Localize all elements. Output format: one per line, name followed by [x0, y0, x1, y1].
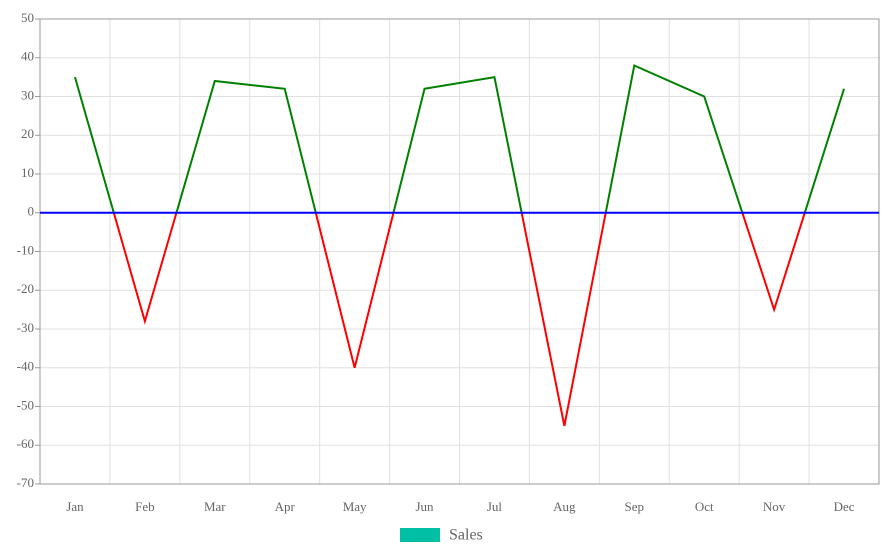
x-tick-label: Sep [625, 499, 645, 514]
x-tick-label: Mar [204, 499, 226, 514]
y-tick-label: 0 [28, 204, 35, 219]
y-tick-label: -20 [17, 281, 34, 296]
series-line [73, 64, 845, 427]
x-tick-label: May [343, 499, 367, 514]
y-tick-label: 40 [21, 49, 34, 64]
y-tick-label: -50 [17, 397, 34, 412]
y-tick-label: -40 [17, 359, 34, 374]
legend-label: Sales [449, 527, 483, 544]
y-tick-label: -10 [17, 242, 34, 257]
y-tick-label: 30 [21, 87, 34, 102]
x-tick-label: Jun [416, 499, 435, 514]
x-tick-label: Jan [66, 499, 84, 514]
plot-border [39, 18, 880, 485]
y-tick-label: -60 [17, 436, 34, 451]
y-tick-label: 10 [21, 165, 34, 180]
x-tick-label: Nov [763, 499, 786, 514]
x-tick-label: Feb [135, 499, 155, 514]
x-tick-label: Jul [487, 499, 503, 514]
y-tick-label: -70 [17, 475, 34, 490]
x-tick-label: Oct [695, 499, 714, 514]
y-tick-label: -30 [17, 320, 34, 335]
legend-swatch [400, 528, 440, 542]
y-tick-label: 20 [21, 126, 34, 141]
y-tick-label: 50 [21, 10, 34, 25]
x-tick-label: Aug [553, 499, 576, 514]
x-tick-label: Dec [834, 499, 855, 514]
x-tick-label: Apr [275, 499, 296, 514]
